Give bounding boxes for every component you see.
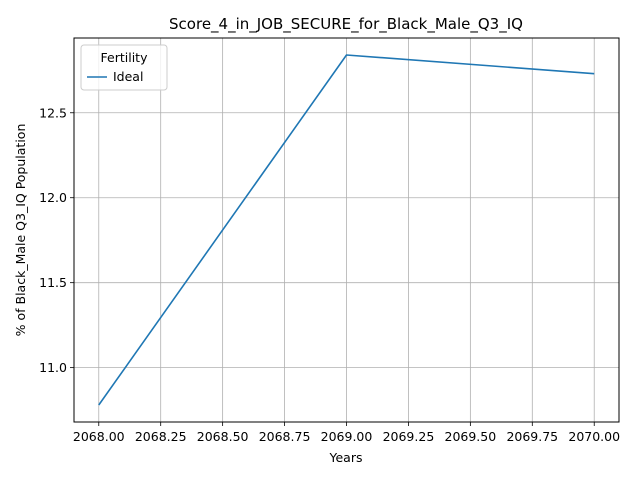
series-line-ideal: [98, 54, 595, 406]
legend-title: Fertility: [101, 50, 149, 65]
y-tick-label: 11.5: [39, 275, 67, 290]
legend: Fertility Ideal: [80, 44, 168, 91]
chart-title: Score_4_in_JOB_SECURE_for_Black_Male_Q3_…: [169, 15, 523, 34]
x-tick-label: 2069.75: [506, 429, 558, 444]
legend-label-ideal: Ideal: [113, 69, 143, 84]
y-axis-title: % of Black_Male Q3_IQ Population: [13, 124, 28, 337]
x-tick-label: 2068.25: [135, 429, 187, 444]
y-axis-ticks: 11.0 11.5 12.0 12.5: [39, 105, 74, 375]
x-tick-label: 2069.00: [321, 429, 373, 444]
x-tick-label: 2069.25: [383, 429, 435, 444]
x-tick-label: 2068.75: [259, 429, 311, 444]
x-tick-label: 2068.50: [197, 429, 249, 444]
y-tick-label: 11.0: [39, 360, 67, 375]
x-tick-label: 2068.00: [73, 429, 125, 444]
y-tick-label: 12.0: [39, 190, 67, 205]
x-axis-title: Years: [329, 450, 363, 465]
x-axis-ticks: 2068.00 2068.25 2068.50 2068.75 2069.00 2069.…: [73, 422, 620, 444]
x-tick-label: 2070.00: [568, 429, 620, 444]
y-tick-label: 12.5: [39, 105, 67, 120]
series-layer: [98, 54, 595, 406]
legend-box: [80, 44, 168, 91]
x-tick-label: 2069.50: [445, 429, 497, 444]
